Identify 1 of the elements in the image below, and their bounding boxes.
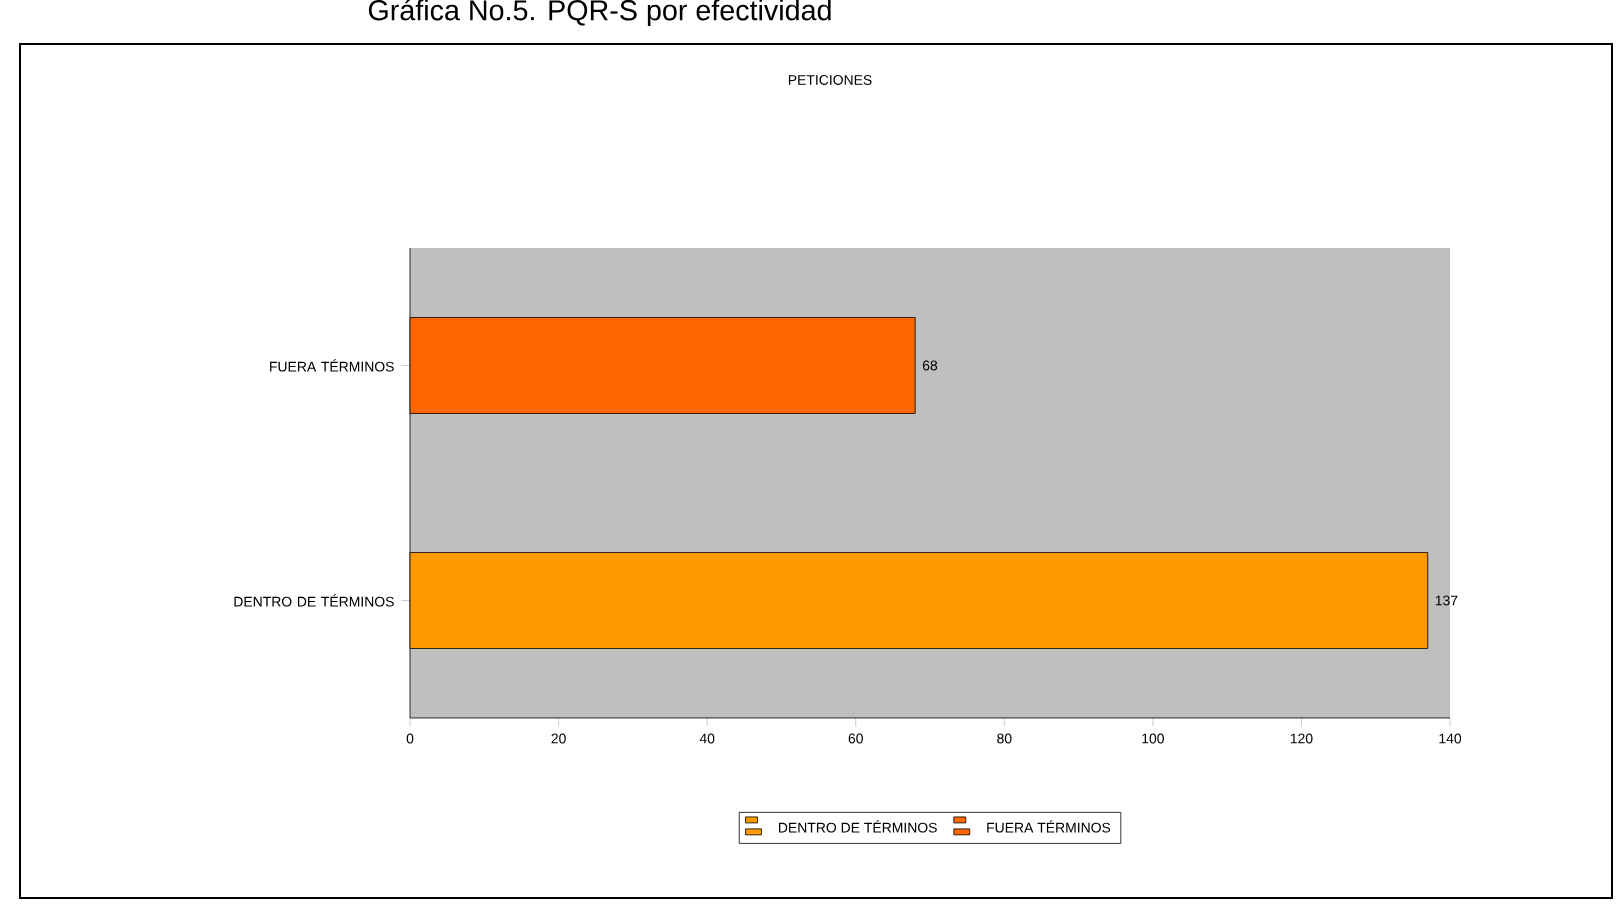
chart-title: Gráfica No.5. PQR-S por efectividad	[368, 0, 831, 27]
